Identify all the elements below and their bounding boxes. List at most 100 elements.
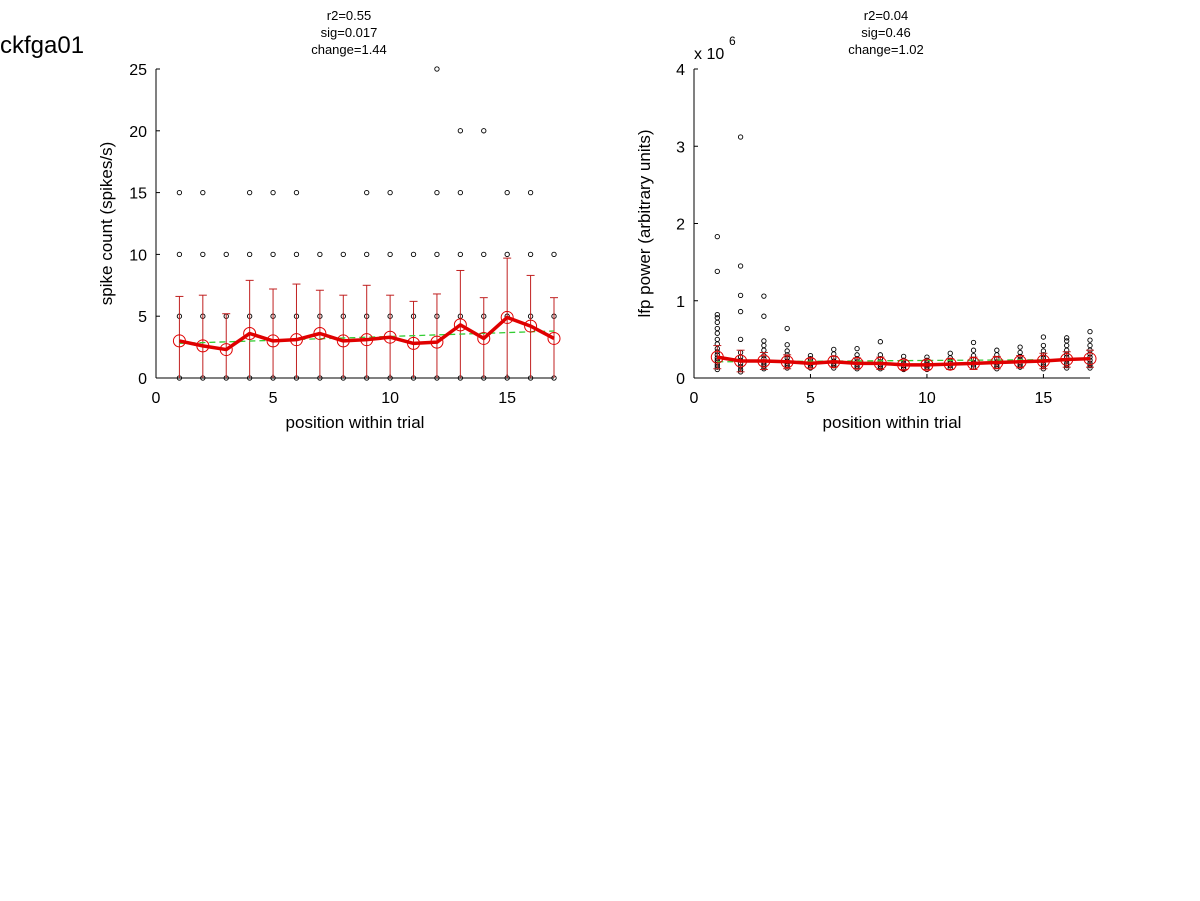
data-point	[761, 347, 767, 353]
data-point	[246, 251, 253, 258]
y-tick-label: 0	[138, 371, 147, 388]
x-tick-label: 5	[269, 390, 278, 407]
x-tick-label: 10	[918, 390, 936, 407]
mean-marker	[850, 356, 864, 370]
data-point	[551, 251, 557, 258]
mean-marker	[990, 356, 1004, 370]
mean-marker	[780, 355, 794, 369]
mean-marker	[266, 334, 280, 348]
data-point	[481, 251, 487, 258]
mean-marker	[920, 358, 934, 372]
data-point	[270, 189, 276, 196]
data-point	[1064, 335, 1070, 341]
x-axis-label: position within trial	[286, 413, 425, 432]
mean-marker	[967, 356, 981, 370]
y-tick-label: 3	[676, 139, 685, 156]
mean-line	[717, 355, 1091, 367]
mean-marker	[897, 358, 911, 372]
data-point	[714, 268, 720, 275]
stats-line: r2=0.55	[327, 8, 371, 23]
x-axis-label: position within trial	[823, 413, 962, 432]
mean-marker	[196, 339, 210, 353]
mean-marker	[943, 357, 957, 371]
data-point	[994, 347, 1000, 353]
mean-marker	[477, 331, 491, 345]
data-point	[457, 189, 464, 196]
x-tick-label: 15	[498, 390, 516, 407]
data-point	[784, 348, 790, 354]
mean-marker	[803, 356, 817, 370]
data-point	[877, 339, 884, 345]
data-point	[737, 134, 744, 140]
data-point	[340, 251, 346, 258]
data-point	[714, 325, 720, 332]
data-point	[200, 251, 206, 258]
mean-marker	[360, 333, 374, 347]
mean-marker	[734, 354, 748, 368]
mean-marker	[243, 327, 257, 341]
y-tick-label: 20	[129, 124, 147, 141]
data-point	[1064, 338, 1070, 344]
data-point	[714, 233, 720, 240]
data-point	[970, 339, 977, 346]
stats-line: sig=0.46	[861, 25, 911, 40]
mean-marker	[524, 319, 538, 333]
data-point	[504, 189, 510, 196]
data-point	[176, 251, 183, 258]
data-point	[434, 189, 440, 196]
mean-marker	[873, 356, 887, 370]
mean-marker	[757, 354, 771, 368]
mean-marker	[1013, 355, 1027, 369]
mean-marker	[407, 336, 421, 350]
data-point	[737, 292, 744, 298]
mean-marker	[313, 327, 327, 341]
data-point	[1087, 342, 1093, 349]
mean-marker	[547, 331, 561, 345]
data-point	[457, 128, 464, 134]
y-axis-label: spike count (spikes/s)	[97, 142, 116, 305]
data-point	[246, 189, 253, 196]
x-tick-label: 10	[381, 390, 399, 407]
data-point	[854, 345, 860, 352]
y-tick-label: 25	[129, 62, 147, 79]
y-tick-label: 10	[129, 247, 147, 264]
data-point	[714, 330, 720, 336]
data-point	[737, 336, 744, 343]
data-point	[223, 251, 229, 258]
data-point	[1017, 344, 1023, 350]
data-point	[387, 251, 393, 258]
data-point	[527, 251, 534, 258]
data-point	[410, 251, 417, 258]
mean-marker	[1060, 352, 1074, 366]
mean-marker	[289, 333, 303, 347]
mean-line	[179, 315, 555, 352]
data-point	[761, 313, 767, 319]
data-point	[364, 189, 370, 196]
mean-marker	[172, 334, 186, 348]
figure-title: ckfga01	[0, 32, 85, 59]
data-point	[1017, 349, 1023, 356]
stats-line: r2=0.04	[864, 8, 908, 23]
stats-line: sig=0.017	[321, 25, 378, 40]
mean-marker	[1036, 354, 1050, 368]
data-point	[737, 263, 744, 269]
mean-marker	[453, 318, 467, 332]
x-tick-label: 0	[152, 390, 161, 407]
data-point	[831, 346, 837, 353]
x-tick-label: 0	[690, 390, 699, 407]
chart-panel-lfp-power: 0 5 10 15 0 1 2 3 4 position within trial lfp powe…	[635, 8, 1097, 432]
data-point	[761, 293, 767, 299]
y-tick-label: 4	[676, 62, 685, 79]
data-point	[434, 66, 440, 72]
mean-marker	[500, 310, 514, 324]
mean-marker	[219, 343, 233, 357]
y-tick-label: 5	[138, 309, 147, 326]
data-point	[714, 336, 720, 343]
mean-marker	[383, 330, 397, 344]
data-point	[1040, 342, 1047, 349]
y-tick-label: 15	[129, 186, 147, 203]
data-point	[293, 189, 300, 196]
stats-line: change=1.02	[848, 42, 924, 57]
data-point	[947, 350, 953, 356]
data-point	[714, 312, 720, 318]
